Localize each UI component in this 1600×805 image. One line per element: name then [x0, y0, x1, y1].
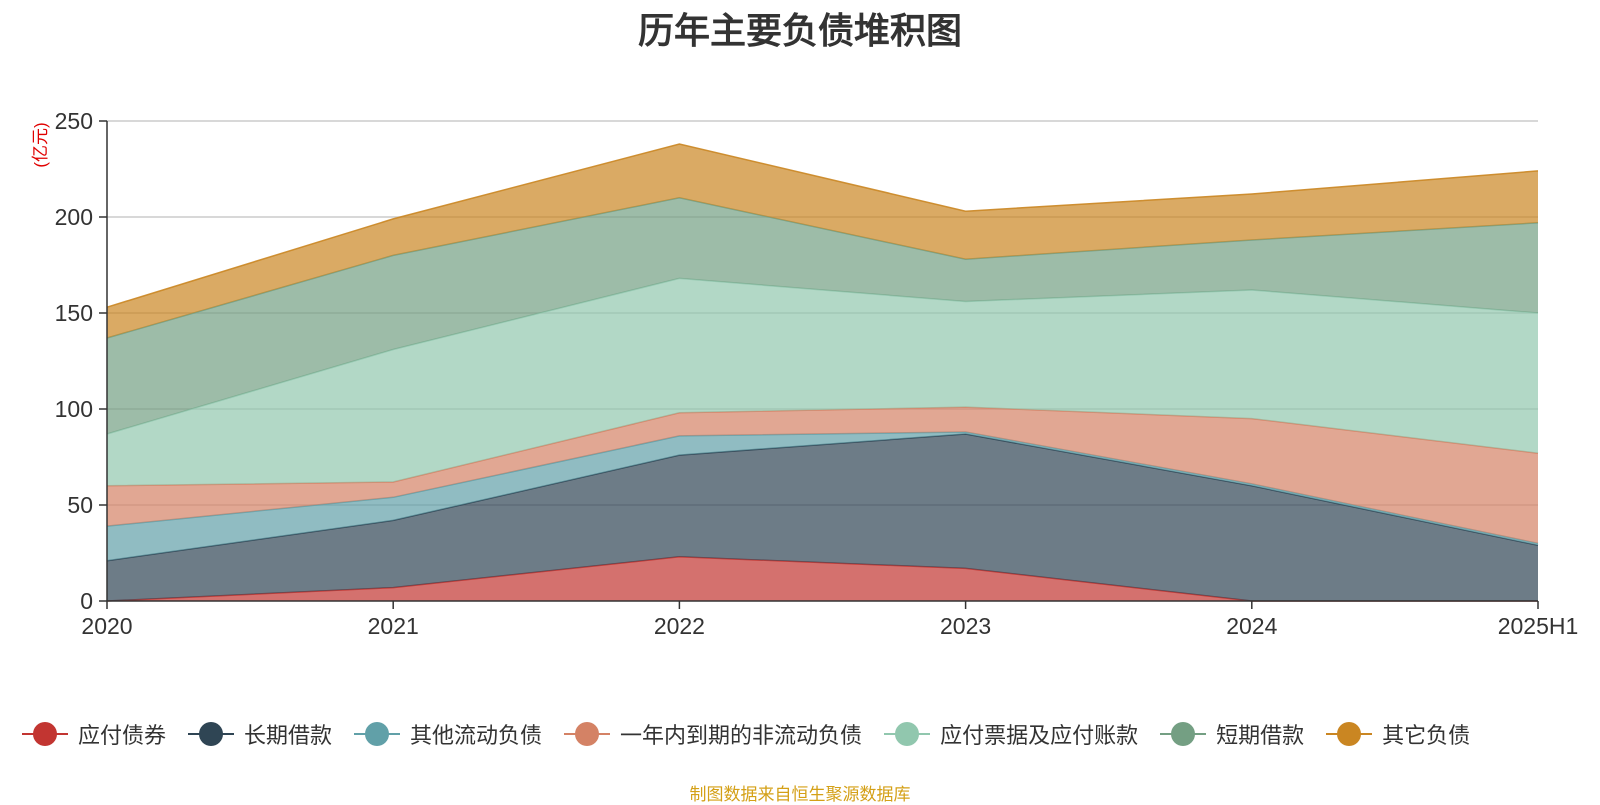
legend-label: 短期借款 [1216, 724, 1305, 749]
y-axis-unit-label: (亿元) [31, 122, 50, 167]
y-tick-label-5: 250 [55, 108, 93, 134]
x-tick-label-2: 2022 [654, 613, 705, 639]
legend-item-1[interactable]: 长期借款 [188, 718, 332, 750]
chart-title: 历年主要负债堆积图 [637, 11, 962, 52]
y-tick-label-2: 100 [55, 396, 93, 422]
area-layer [106, 143, 1539, 602]
legend-marker-icon [564, 722, 611, 746]
legend-marker-icon [188, 722, 235, 746]
source-note: 制图数据来自恒生聚源数据库 [689, 785, 911, 805]
legend-label: 其他流动负债 [410, 724, 543, 749]
area-series-6 [107, 144, 1538, 338]
x-tick-label-5: 2025H1 [1498, 613, 1579, 639]
legend-marker-icon [884, 722, 931, 746]
series-line-2 [106, 431, 1539, 545]
legend-label: 一年内到期的非流动负债 [620, 724, 863, 749]
area-series-1 [107, 434, 1538, 601]
axis-layer: 0 50 100 150 200 250 2020 2021 2022 2023 2024 2025H… [55, 108, 1579, 639]
area-series-3 [107, 407, 1538, 544]
x-tick-label-3: 2023 [940, 613, 991, 639]
series-line-4 [106, 277, 1539, 435]
y-tick-label-1: 50 [67, 492, 93, 518]
legend[interactable]: 应付债券 长期借款 其他流动负债 一年内到期的非流动负债 应付票据及应付账款 短期借款 其它… [22, 718, 1492, 750]
area-series-0 [107, 556, 1538, 601]
legend-item-3[interactable]: 一年内到期的非流动负债 [564, 718, 862, 750]
legend-item-4[interactable]: 应付票据及应付账款 [884, 718, 1138, 750]
y-tick-label-4: 200 [55, 204, 93, 230]
x-tick-label-4: 2024 [1226, 613, 1277, 639]
legend-marker-icon [354, 722, 401, 746]
legend-marker-icon [22, 722, 68, 746]
legend-label: 其它负债 [1382, 724, 1471, 749]
x-tick-label-0: 2020 [81, 613, 132, 639]
legend-marker-icon [1326, 722, 1373, 746]
area-series-4 [107, 278, 1538, 486]
series-line-6 [106, 143, 1539, 308]
legend-item-0[interactable]: 应付债券 [22, 718, 166, 750]
legend-item-2[interactable]: 其他流动负债 [354, 718, 542, 750]
x-tick-label-1: 2021 [368, 613, 419, 639]
y-tick-label-0: 0 [80, 588, 93, 614]
area-series-5 [107, 197, 1538, 434]
legend-label: 长期借款 [244, 724, 333, 749]
legend-label: 应付票据及应付账款 [940, 724, 1139, 749]
legend-marker-icon [1160, 722, 1207, 746]
y-tick-label-3: 150 [55, 300, 93, 326]
legend-item-6[interactable]: 其它负债 [1326, 718, 1470, 750]
legend-item-5[interactable]: 短期借款 [1160, 718, 1304, 750]
legend-label: 应付债券 [78, 724, 167, 749]
